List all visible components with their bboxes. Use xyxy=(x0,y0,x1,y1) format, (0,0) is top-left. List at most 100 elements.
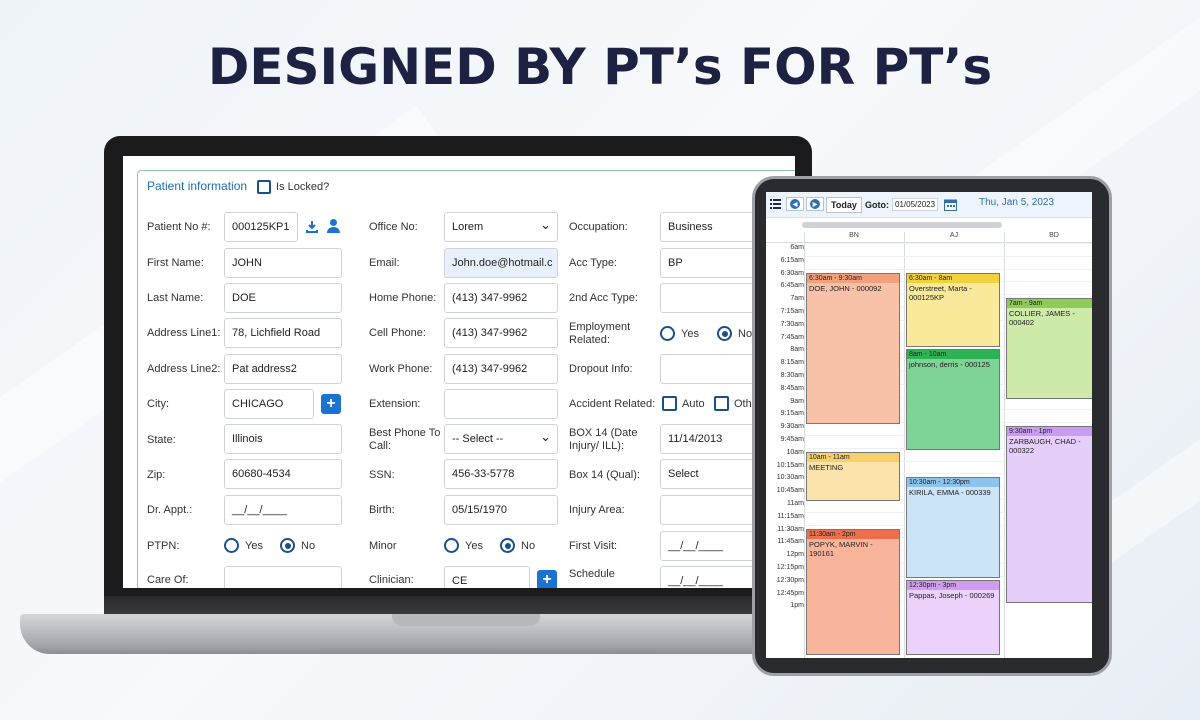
office-no-select[interactable]: Lorem xyxy=(444,212,558,242)
cell-phone-input[interactable]: (413) 347-9962 xyxy=(444,318,558,348)
acc-type2-input[interactable] xyxy=(660,283,760,313)
add-clinician-button[interactable]: + xyxy=(537,570,557,588)
work-phone-input[interactable]: (413) 347-9962 xyxy=(444,354,558,384)
prev-day-button[interactable]: ◀ xyxy=(786,197,804,211)
employment-label: Employment Related: xyxy=(569,321,631,346)
occupation-label: Occupation: xyxy=(569,221,628,233)
horizontal-scrollbar[interactable] xyxy=(802,222,1002,228)
box14-qual-select[interactable]: Select xyxy=(660,459,760,489)
appointment-block[interactable]: 11:30am - 2pm POPYK, MARVIN - 190161 xyxy=(806,528,900,655)
appointment-block[interactable]: 9:30am - 1pm ZARBAUGH, CHAD - 000322 xyxy=(1006,426,1092,604)
time-slot-label: 8:15am xyxy=(780,359,804,367)
checkbox-icon[interactable] xyxy=(662,396,677,411)
list-icon[interactable] xyxy=(770,199,781,209)
employment-no-label: No xyxy=(738,327,753,340)
appointment-patient: johnson, derris - 000125 xyxy=(909,360,990,370)
appointment-block[interactable]: 12:30pm - 3pm Pappas, Joseph - 000269 xyxy=(906,579,1000,655)
calendar-icon[interactable] xyxy=(944,198,957,211)
appointment-block[interactable]: 8am - 10am johnson, derris - 000125 xyxy=(906,349,1000,450)
is-locked-label: Is Locked? xyxy=(276,181,330,193)
email-input[interactable]: John.doe@hotmail.c xyxy=(444,248,558,278)
time-slot-line xyxy=(804,460,1092,462)
extension-input[interactable] xyxy=(444,389,558,419)
appointment-block[interactable]: 10am - 11am MEETING xyxy=(806,451,900,501)
schedule-input[interactable]: __/__/____ xyxy=(660,566,760,588)
time-slot-label: 6:30am xyxy=(780,269,804,277)
last-name-input[interactable]: DOE xyxy=(224,283,342,313)
city-input[interactable]: CHICAGO xyxy=(224,389,314,419)
radio-selected-icon[interactable] xyxy=(280,538,295,553)
column-divider xyxy=(904,232,905,658)
time-slot-label: 12:30pm xyxy=(776,576,804,584)
address2-label: Address Line2: xyxy=(147,363,221,375)
ssn-input[interactable]: 456-33-5778 xyxy=(444,459,558,489)
ptpn-no-radio[interactable]: No xyxy=(280,538,315,553)
goto-label: Goto: xyxy=(865,200,889,210)
radio-empty-icon[interactable] xyxy=(444,538,459,553)
ptpn-yes-radio[interactable]: Yes xyxy=(224,538,263,553)
occupation-input[interactable]: Business xyxy=(660,212,760,242)
today-button[interactable]: Today xyxy=(826,197,862,213)
radio-selected-icon[interactable] xyxy=(500,538,515,553)
appointment-block[interactable]: 6:30am - 8am Overstreet, Marta - 000125KP xyxy=(906,272,1000,348)
appointment-block[interactable]: 6:30am - 9:30am DOE, JOHN - 000092 xyxy=(806,272,900,425)
dr-appt-label: Dr. Appt.: xyxy=(147,504,193,516)
birth-input[interactable]: 05/15/1970 xyxy=(444,495,558,525)
appointment-block[interactable]: 7am - 9am COLLIER, JAMES - 000402 xyxy=(1006,298,1092,399)
box14-input[interactable]: 11/14/2013 xyxy=(660,424,760,454)
goto-date-input[interactable]: 01/05/2023 xyxy=(892,198,939,211)
is-locked-checkbox[interactable]: Is Locked? xyxy=(257,180,329,194)
appointment-time: 10am - 11am xyxy=(807,452,899,462)
appointment-time: 6:30am - 9:30am xyxy=(807,273,899,283)
address1-input[interactable]: 78, Lichfield Road xyxy=(224,318,342,348)
employment-yes-radio[interactable]: Yes xyxy=(660,326,699,341)
appointment-patient: ZARBAUGH, CHAD - 000322 xyxy=(1009,437,1081,456)
column-divider xyxy=(1004,232,1005,658)
minor-no-radio[interactable]: No xyxy=(500,538,535,553)
time-slot-label: 9:45am xyxy=(780,436,804,443)
add-city-button[interactable]: + xyxy=(321,394,341,414)
time-slot-label: 9:30am xyxy=(780,423,804,431)
next-day-button[interactable]: ▶ xyxy=(806,197,824,211)
radio-empty-icon[interactable] xyxy=(660,326,675,341)
is-locked-check-icon[interactable] xyxy=(257,180,271,194)
minor-yes-radio[interactable]: Yes xyxy=(444,538,483,553)
accident-auto-checkbox[interactable]: Auto xyxy=(662,396,705,411)
birth-label: Birth: xyxy=(369,504,395,516)
zip-input[interactable]: 60680-4534 xyxy=(224,459,342,489)
best-phone-select[interactable]: -- Select -- xyxy=(444,424,558,454)
employment-no-radio[interactable]: No xyxy=(717,326,752,341)
injury-area-input[interactable] xyxy=(660,495,760,525)
header-divider xyxy=(766,242,1092,243)
clinician-input[interactable]: CE xyxy=(444,566,530,588)
appointment-patient: DOE, JOHN - 000092 xyxy=(809,283,882,293)
time-slot-label: 9am xyxy=(790,397,804,405)
accident-other-checkbox[interactable]: Oth xyxy=(714,396,752,411)
appointment-block[interactable]: 10:30am - 12:30pm KIRILA, EMMA - 000339 xyxy=(906,477,1000,578)
best-phone-label: Best Phone To Call: xyxy=(369,427,441,452)
first-name-input[interactable]: JOHN xyxy=(224,248,342,278)
dropout-input[interactable] xyxy=(660,354,760,384)
patient-form-screen: Patient information Is Locked? Patient N… xyxy=(123,156,795,588)
injury-area-label: Injury Area: xyxy=(569,504,625,516)
download-icon[interactable] xyxy=(305,220,319,234)
care-of-input[interactable] xyxy=(224,566,342,588)
dr-appt-input[interactable]: __/__/____ xyxy=(224,495,342,525)
radio-selected-icon[interactable] xyxy=(717,326,732,341)
employment-yes-label: Yes xyxy=(681,327,699,340)
first-visit-input[interactable]: __/__/____ xyxy=(660,531,760,561)
patient-no-input[interactable]: 000125KP1 xyxy=(224,212,298,242)
user-icon[interactable] xyxy=(326,218,341,234)
checkbox-icon[interactable] xyxy=(714,396,729,411)
time-slot-label: 11:45am xyxy=(777,538,804,546)
radio-empty-icon[interactable] xyxy=(224,538,239,553)
state-input[interactable]: Illinois xyxy=(224,424,342,454)
home-phone-input[interactable]: (413) 347-9962 xyxy=(444,283,558,313)
appointment-time: 11:30am - 2pm xyxy=(807,529,899,539)
accident-other-label: Oth xyxy=(734,397,752,410)
accident-auto-label: Auto xyxy=(682,397,705,410)
current-date-title: Thu, Jan 5, 2023 xyxy=(979,197,1055,208)
scheduler-toolbar: ◀ ▶ Today Goto: 01/05/2023 Thu, Jan 5, 2… xyxy=(766,192,1092,218)
address2-input[interactable]: Pat address2 xyxy=(224,354,342,384)
acc-type-input[interactable]: BP xyxy=(660,248,760,278)
